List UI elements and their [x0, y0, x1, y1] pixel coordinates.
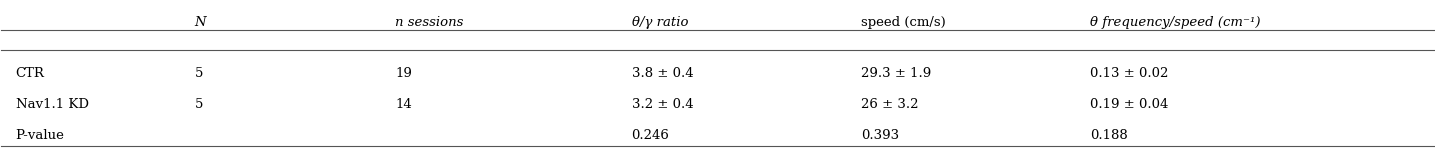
Text: 0.246: 0.246 — [631, 129, 670, 142]
Text: 0.188: 0.188 — [1089, 129, 1128, 142]
Text: 5: 5 — [195, 67, 204, 80]
Text: Nav1.1 KD: Nav1.1 KD — [16, 98, 89, 111]
Text: CTR: CTR — [16, 67, 44, 80]
Text: 0.393: 0.393 — [861, 129, 898, 142]
Text: N: N — [195, 16, 207, 29]
Text: 5: 5 — [195, 98, 204, 111]
Text: 29.3 ± 1.9: 29.3 ± 1.9 — [861, 67, 931, 80]
Text: θ/γ ratio: θ/γ ratio — [631, 16, 687, 29]
Text: n sessions: n sessions — [395, 16, 464, 29]
Text: 14: 14 — [395, 98, 412, 111]
Text: 19: 19 — [395, 67, 412, 80]
Text: 3.8 ± 0.4: 3.8 ± 0.4 — [631, 67, 693, 80]
Text: 3.2 ± 0.4: 3.2 ± 0.4 — [631, 98, 693, 111]
Text: 0.19 ± 0.04: 0.19 ± 0.04 — [1089, 98, 1168, 111]
Text: θ frequency/speed (cm⁻¹): θ frequency/speed (cm⁻¹) — [1089, 16, 1260, 29]
Text: P-value: P-value — [16, 129, 65, 142]
Text: 26 ± 3.2: 26 ± 3.2 — [861, 98, 918, 111]
Text: 0.13 ± 0.02: 0.13 ± 0.02 — [1089, 67, 1168, 80]
Text: speed (cm/s): speed (cm/s) — [861, 16, 946, 29]
